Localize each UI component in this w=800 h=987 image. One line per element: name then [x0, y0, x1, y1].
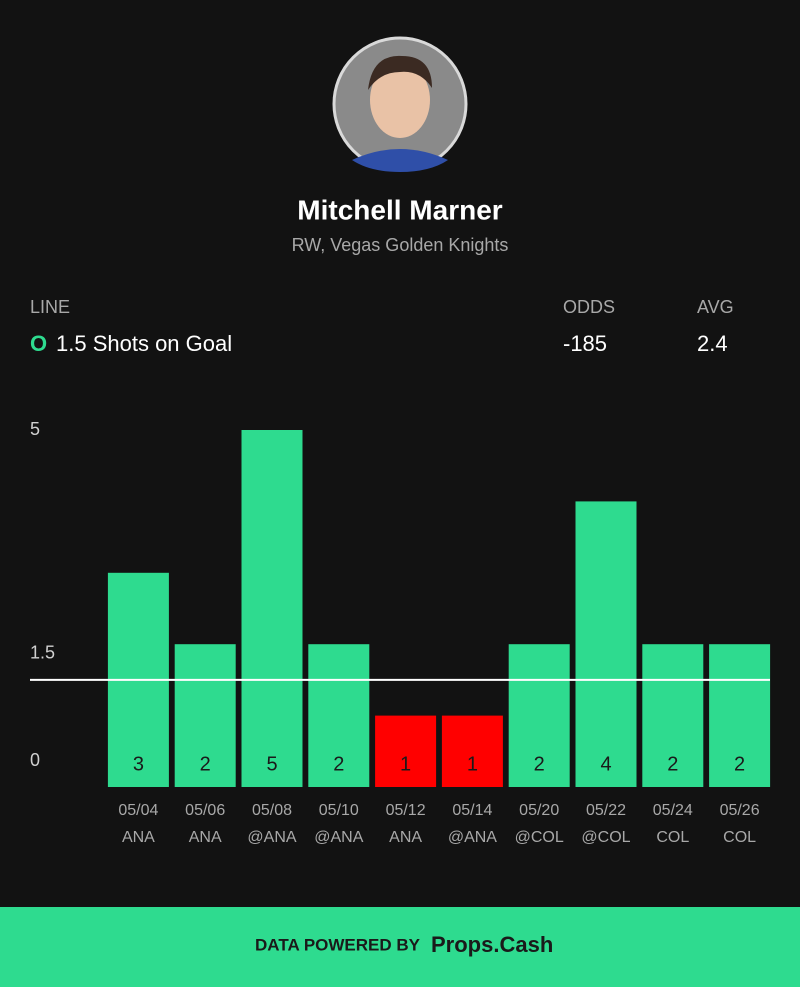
x-tick-label: 05/12 — [386, 802, 426, 819]
opponent-label: @COL — [581, 829, 630, 846]
bar — [375, 715, 437, 787]
opponent-label: @ANA — [448, 829, 497, 846]
jersey — [352, 149, 448, 172]
y-tick-label: 5 — [30, 419, 40, 439]
line-label: LINE — [30, 297, 70, 317]
bar — [241, 430, 303, 787]
line-text: 1.5 Shots on Goal — [56, 331, 232, 356]
y-tick-label: 1.5 — [30, 643, 55, 663]
player-subtitle: RW, Vegas Golden Knights — [292, 235, 509, 255]
opponent-label: ANA — [189, 829, 222, 846]
value-label: 4 — [600, 753, 611, 775]
footer-prefix: DATA POWERED BY — [255, 935, 421, 954]
player-photo — [332, 36, 468, 172]
value-label: 1 — [467, 753, 478, 775]
x-tick-label: 05/14 — [452, 802, 492, 819]
bar — [508, 644, 570, 787]
bar — [174, 644, 236, 787]
value-label: 2 — [667, 753, 678, 775]
value-label: 2 — [734, 753, 745, 775]
bar — [441, 715, 503, 787]
x-tick-label: 05/08 — [252, 802, 292, 819]
bar — [575, 501, 637, 787]
value-label: 5 — [266, 753, 277, 775]
opponent-label: COL — [723, 829, 756, 846]
footer-brand: Props.Cash — [431, 932, 553, 957]
value-label: 2 — [200, 753, 211, 775]
odds-label: ODDS — [563, 297, 615, 317]
bar — [642, 644, 704, 787]
opponent-label: ANA — [122, 829, 155, 846]
x-tick-label: 05/26 — [720, 802, 760, 819]
bar — [709, 644, 771, 787]
opponent-label: ANA — [389, 829, 422, 846]
x-tick-label: 05/06 — [185, 802, 225, 819]
x-tick-label: 05/10 — [319, 802, 359, 819]
odds-value: -185 — [563, 331, 607, 356]
opponent-label: @ANA — [314, 829, 363, 846]
x-tick-label: 05/20 — [519, 802, 559, 819]
footer — [0, 907, 800, 987]
face — [370, 62, 430, 138]
value-label: 1 — [400, 753, 411, 775]
y-tick-label: 0 — [30, 750, 40, 770]
avg-label: AVG — [697, 297, 734, 317]
value-label: 2 — [333, 753, 344, 775]
opponent-label: COL — [656, 829, 689, 846]
x-tick-label: 05/24 — [653, 802, 693, 819]
opponent-label: @COL — [515, 829, 564, 846]
x-tick-label: 05/04 — [118, 802, 158, 819]
side: O — [30, 331, 47, 356]
bar — [308, 644, 370, 787]
hair — [368, 55, 432, 90]
opponent-label: @ANA — [247, 829, 296, 846]
chart: 0 1.5 5 3 05/04 ANA 2 05/06 ANA 5 05/08 @ANA 2 05/10 @… — [30, 419, 771, 846]
value-label: 2 — [534, 753, 545, 775]
player-name: Mitchell Marner — [297, 194, 502, 225]
x-tick-label: 05/22 — [586, 802, 626, 819]
avg-value: 2.4 — [697, 331, 728, 356]
value-label: 3 — [133, 753, 144, 775]
